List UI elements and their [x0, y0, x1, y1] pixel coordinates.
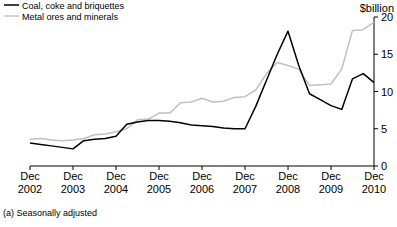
y-tick: [374, 91, 378, 92]
x-tick-label-line: Dec: [106, 170, 126, 182]
x-tick-label: Dec2003: [61, 170, 85, 195]
x-tick-label-line: 2008: [276, 183, 300, 195]
x-tick-label-line: 2009: [319, 183, 343, 195]
x-tick-label: Dec2009: [319, 170, 343, 195]
footnote: (a) Seasonally adjusted: [3, 208, 97, 218]
x-tick-label-line: 2006: [190, 183, 214, 195]
plot-area: [30, 22, 374, 149]
y-axis-label: $billion: [360, 2, 394, 14]
y-tick-label: 10: [381, 86, 393, 98]
x-tick-label: Dec2002: [18, 170, 42, 195]
x-tick-label-line: 2004: [104, 183, 128, 195]
legend-label: Coal, coke and briquettes: [22, 1, 125, 11]
x-tick-label-line: 2002: [18, 183, 42, 195]
x-tick-label: Dec2005: [147, 170, 171, 195]
x-tick-label-line: Dec: [149, 170, 169, 182]
chart: 05101520Dec2002Dec2003Dec2004Dec2005Dec2…: [0, 0, 397, 227]
x-tick-label: Dec2004: [104, 170, 128, 195]
y-tick-label: 5: [381, 123, 387, 135]
legend-swatch: [4, 15, 19, 17]
x-tick-label: Dec2010: [362, 170, 386, 195]
x-tick-label-line: Dec: [192, 170, 212, 182]
x-tick-label-line: Dec: [20, 170, 40, 182]
y-tick: [374, 166, 378, 167]
x-tick-label-line: Dec: [278, 170, 298, 182]
y-tick: [374, 17, 378, 18]
x-tick-label-line: 2007: [233, 183, 257, 195]
y-axis: [374, 17, 375, 166]
y-tick: [374, 128, 378, 129]
y-tick: [374, 54, 378, 55]
series-line: [30, 31, 374, 149]
x-tick-label: Dec2007: [233, 170, 257, 195]
y-tick-label: 15: [381, 48, 393, 60]
x-tick-label-line: 2003: [61, 183, 85, 195]
x-tick-label-line: Dec: [63, 170, 83, 182]
x-tick-label: Dec2006: [190, 170, 214, 195]
x-tick-label-line: Dec: [321, 170, 341, 182]
legend-swatch: [4, 4, 19, 6]
x-tick-label: Dec2008: [276, 170, 300, 195]
x-tick-label-line: 2010: [362, 183, 386, 195]
x-tick-label-line: Dec: [364, 170, 384, 182]
x-tick-label-line: 2005: [147, 183, 171, 195]
series-line: [30, 22, 374, 140]
legend-label: Metal ores and minerals: [22, 12, 119, 22]
x-tick-label-line: Dec: [235, 170, 255, 182]
